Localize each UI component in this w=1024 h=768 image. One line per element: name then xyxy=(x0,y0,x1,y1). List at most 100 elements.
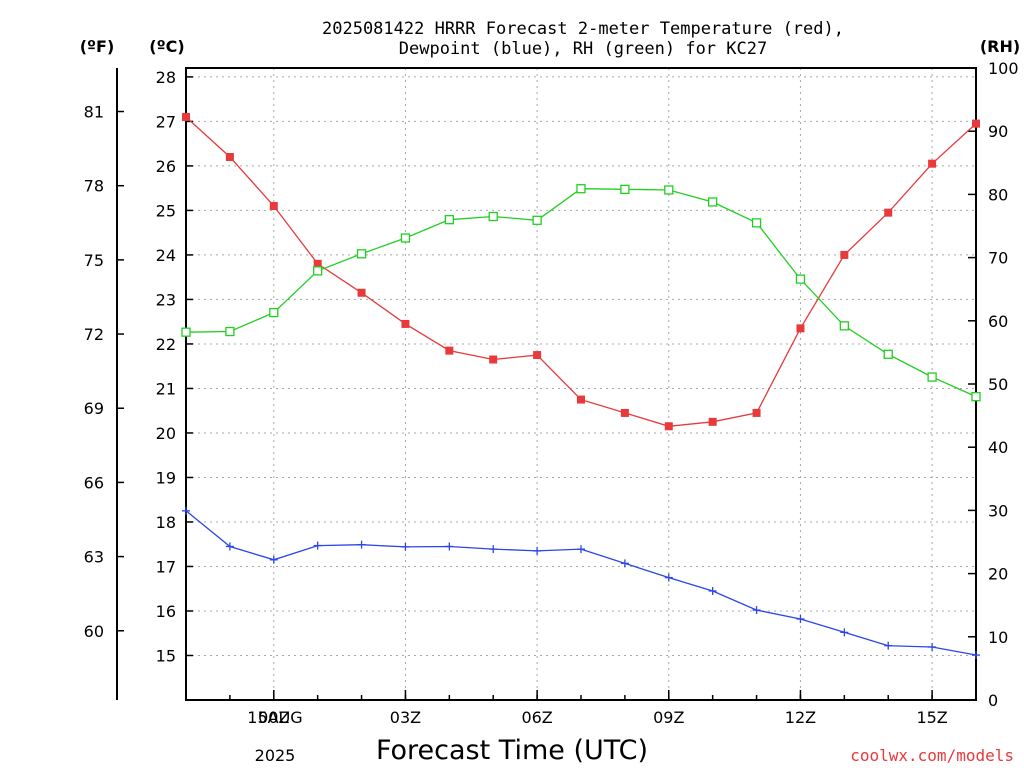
celsius-tick-label: 27 xyxy=(156,112,176,131)
temperature-point xyxy=(928,159,937,168)
rh-tick-label: 20 xyxy=(988,565,1008,584)
rh-point xyxy=(751,218,762,228)
dewpoint-point xyxy=(884,641,893,650)
plot-frame xyxy=(185,67,977,701)
dewpoint-point xyxy=(928,643,937,652)
rh-tick-label: 60 xyxy=(988,312,1008,331)
fahrenheit-tick-label: 63 xyxy=(84,548,104,567)
rh-point xyxy=(532,215,542,225)
chart-title-line-2: Dewpoint (blue), RH (green) for KC27 xyxy=(399,39,767,59)
dewpoint-point xyxy=(840,628,849,637)
dewpoint-point xyxy=(445,542,454,551)
rh-tick-label: 40 xyxy=(988,438,1008,457)
x-tick-label: 06Z xyxy=(521,708,552,727)
rh-point xyxy=(576,184,586,194)
temperature-point xyxy=(577,395,585,404)
rh-point xyxy=(664,185,674,195)
dewpoint-point xyxy=(577,545,585,554)
rh-point xyxy=(181,327,191,337)
rh-point xyxy=(795,274,806,284)
temperature-point xyxy=(884,208,893,217)
celsius-tick-label: 19 xyxy=(156,468,176,487)
celsius-tick-label: 17 xyxy=(156,557,176,576)
x-tick-label: 15Z xyxy=(916,708,947,727)
dewpoint-point xyxy=(357,540,366,549)
dewpoint-point xyxy=(489,545,498,554)
rh-point xyxy=(488,211,498,222)
rh-tick-label: 90 xyxy=(988,122,1008,141)
dewpoint-point xyxy=(533,546,542,555)
dewpoint-point xyxy=(401,542,410,551)
rh-point xyxy=(927,372,937,382)
celsius-tick-label: 28 xyxy=(156,68,176,87)
rh-tick-label: 70 xyxy=(988,249,1008,268)
date-label-day: 15AUG xyxy=(247,708,302,727)
celsius-tick-label: 21 xyxy=(156,379,176,398)
celsius-tick-label: 24 xyxy=(156,246,176,265)
rh-point xyxy=(313,266,323,276)
celsius-tick-label: 16 xyxy=(156,602,176,621)
temperature-point xyxy=(620,408,629,417)
rh-series-line xyxy=(185,188,977,398)
date-label-year: 2025 xyxy=(255,746,296,765)
dewpoint-point xyxy=(752,606,761,615)
temperature-point xyxy=(533,351,542,360)
dewpoint-point xyxy=(972,651,980,660)
temperature-point xyxy=(708,417,717,426)
rh-point xyxy=(356,249,367,259)
chart-title-line-1: 2025081422 HRRR Forecast 2-meter Tempera… xyxy=(322,19,844,39)
dewpoint-point xyxy=(269,555,278,564)
celsius-tick-label: 20 xyxy=(156,424,176,443)
celsius-tick-label: 25 xyxy=(156,201,176,220)
dewpoint-point xyxy=(182,506,190,515)
rh-point xyxy=(225,326,235,337)
fahrenheit-tick-label: 66 xyxy=(84,473,104,492)
rh-tick-label: 0 xyxy=(988,691,998,710)
fahrenheit-tick-label: 81 xyxy=(84,103,104,122)
celsius-tick-label: 23 xyxy=(156,290,176,309)
temperature-point xyxy=(357,288,366,297)
fahrenheit-tick-label: 78 xyxy=(84,177,104,196)
rh-point xyxy=(269,307,279,318)
rh-point xyxy=(839,321,849,331)
temperature-point xyxy=(401,319,410,328)
rh-tick-label: 80 xyxy=(988,185,1008,204)
rh-point xyxy=(883,349,893,359)
celsius-tick-label: 15 xyxy=(156,646,176,665)
dewpoint-point xyxy=(620,559,629,568)
rh-point xyxy=(400,233,411,243)
temperature-point xyxy=(182,112,190,121)
celsius-tick-label: 18 xyxy=(156,513,176,532)
fahrenheit-unit-label: (ºF) xyxy=(80,37,115,56)
rh-tick-label: 30 xyxy=(988,501,1008,520)
rh-point xyxy=(444,215,454,225)
data-series xyxy=(181,112,981,660)
temperature-point xyxy=(796,324,805,333)
temperature-point xyxy=(489,355,498,364)
temperature-point xyxy=(752,408,761,417)
temperature-point xyxy=(972,119,980,128)
axes xyxy=(116,67,977,701)
rh-tick-label: 100 xyxy=(988,59,1019,78)
temperature-point xyxy=(445,346,454,355)
celsius-tick-label: 26 xyxy=(156,157,176,176)
rh-point xyxy=(620,184,630,194)
celsius-tick-label: 22 xyxy=(156,335,176,354)
dewpoint-point xyxy=(664,573,673,582)
x-tick-label: 03Z xyxy=(390,708,421,727)
fahrenheit-tick-label: 75 xyxy=(84,251,104,270)
temperature-point xyxy=(313,259,322,268)
temperature-point xyxy=(664,422,673,431)
rh-tick-label: 50 xyxy=(988,375,1008,394)
temperature-point xyxy=(840,250,849,259)
rh-point xyxy=(708,197,718,207)
dewpoint-point xyxy=(708,586,717,595)
credit-link[interactable]: coolwx.com/models xyxy=(850,746,1014,765)
rh-tick-label: 10 xyxy=(988,628,1008,647)
x-tick-label: 09Z xyxy=(653,708,684,727)
dewpoint-series-line xyxy=(185,510,977,656)
grid-lines xyxy=(186,68,976,700)
fahrenheit-tick-label: 60 xyxy=(84,622,104,641)
fahrenheit-tick-label: 69 xyxy=(84,399,104,418)
